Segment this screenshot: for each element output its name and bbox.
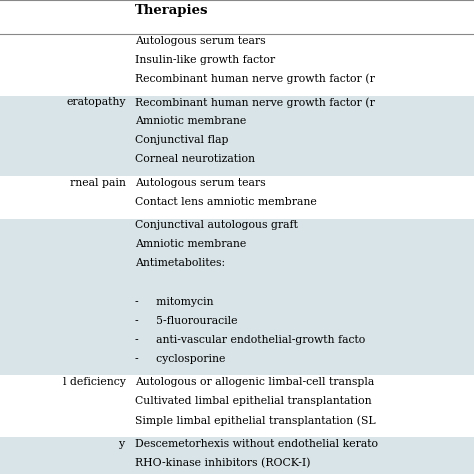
Text: Contact lens amniotic membrane: Contact lens amniotic membrane — [135, 197, 317, 207]
Text: Amniotic membrane: Amniotic membrane — [135, 239, 246, 249]
Text: -     5-fluorouracile: - 5-fluorouracile — [135, 316, 237, 326]
Bar — [0, 96, 474, 176]
Text: Amniotic membrane: Amniotic membrane — [135, 116, 246, 127]
Text: Autologous serum tears: Autologous serum tears — [135, 36, 266, 46]
Bar — [0, 176, 474, 219]
Text: -     anti-vascular endothelial-growth facto: - anti-vascular endothelial-growth facto — [135, 335, 365, 345]
Text: -     mitomycin: - mitomycin — [135, 297, 214, 307]
Text: Conjunctival autologous graft: Conjunctival autologous graft — [135, 220, 298, 230]
Text: Conjunctival flap: Conjunctival flap — [135, 136, 228, 146]
Text: Corneal neurotization: Corneal neurotization — [135, 155, 255, 164]
Text: eratopathy: eratopathy — [66, 97, 126, 107]
Bar — [0, 375, 474, 437]
Text: Autologous serum tears: Autologous serum tears — [135, 178, 266, 188]
Text: Therapies: Therapies — [135, 4, 209, 18]
Text: Recombinant human nerve growth factor (r: Recombinant human nerve growth factor (r — [135, 74, 375, 84]
Text: Descemetorhexis without endothelial kerato: Descemetorhexis without endothelial kera… — [135, 438, 378, 448]
Text: y: y — [119, 438, 126, 448]
Text: Antimetabolites:: Antimetabolites: — [135, 258, 225, 268]
Bar — [0, 34, 474, 96]
Text: RHO-kinase inhibitors (ROCK-I): RHO-kinase inhibitors (ROCK-I) — [135, 457, 310, 468]
Bar — [0, 219, 474, 375]
Text: Simple limbal epithelial transplantation (SL: Simple limbal epithelial transplantation… — [135, 415, 376, 426]
Text: l deficiency: l deficiency — [63, 377, 126, 387]
Bar — [0, 437, 474, 474]
Text: Cultivated limbal epithelial transplantation: Cultivated limbal epithelial transplanta… — [135, 396, 372, 406]
Text: Autologous or allogenic limbal-cell transpla: Autologous or allogenic limbal-cell tran… — [135, 377, 374, 387]
Text: Recombinant human nerve growth factor (r: Recombinant human nerve growth factor (r — [135, 97, 375, 108]
Text: Insulin-like growth factor: Insulin-like growth factor — [135, 55, 275, 65]
Text: -     cyclosporine: - cyclosporine — [135, 354, 226, 364]
Text: rneal pain: rneal pain — [70, 178, 126, 188]
